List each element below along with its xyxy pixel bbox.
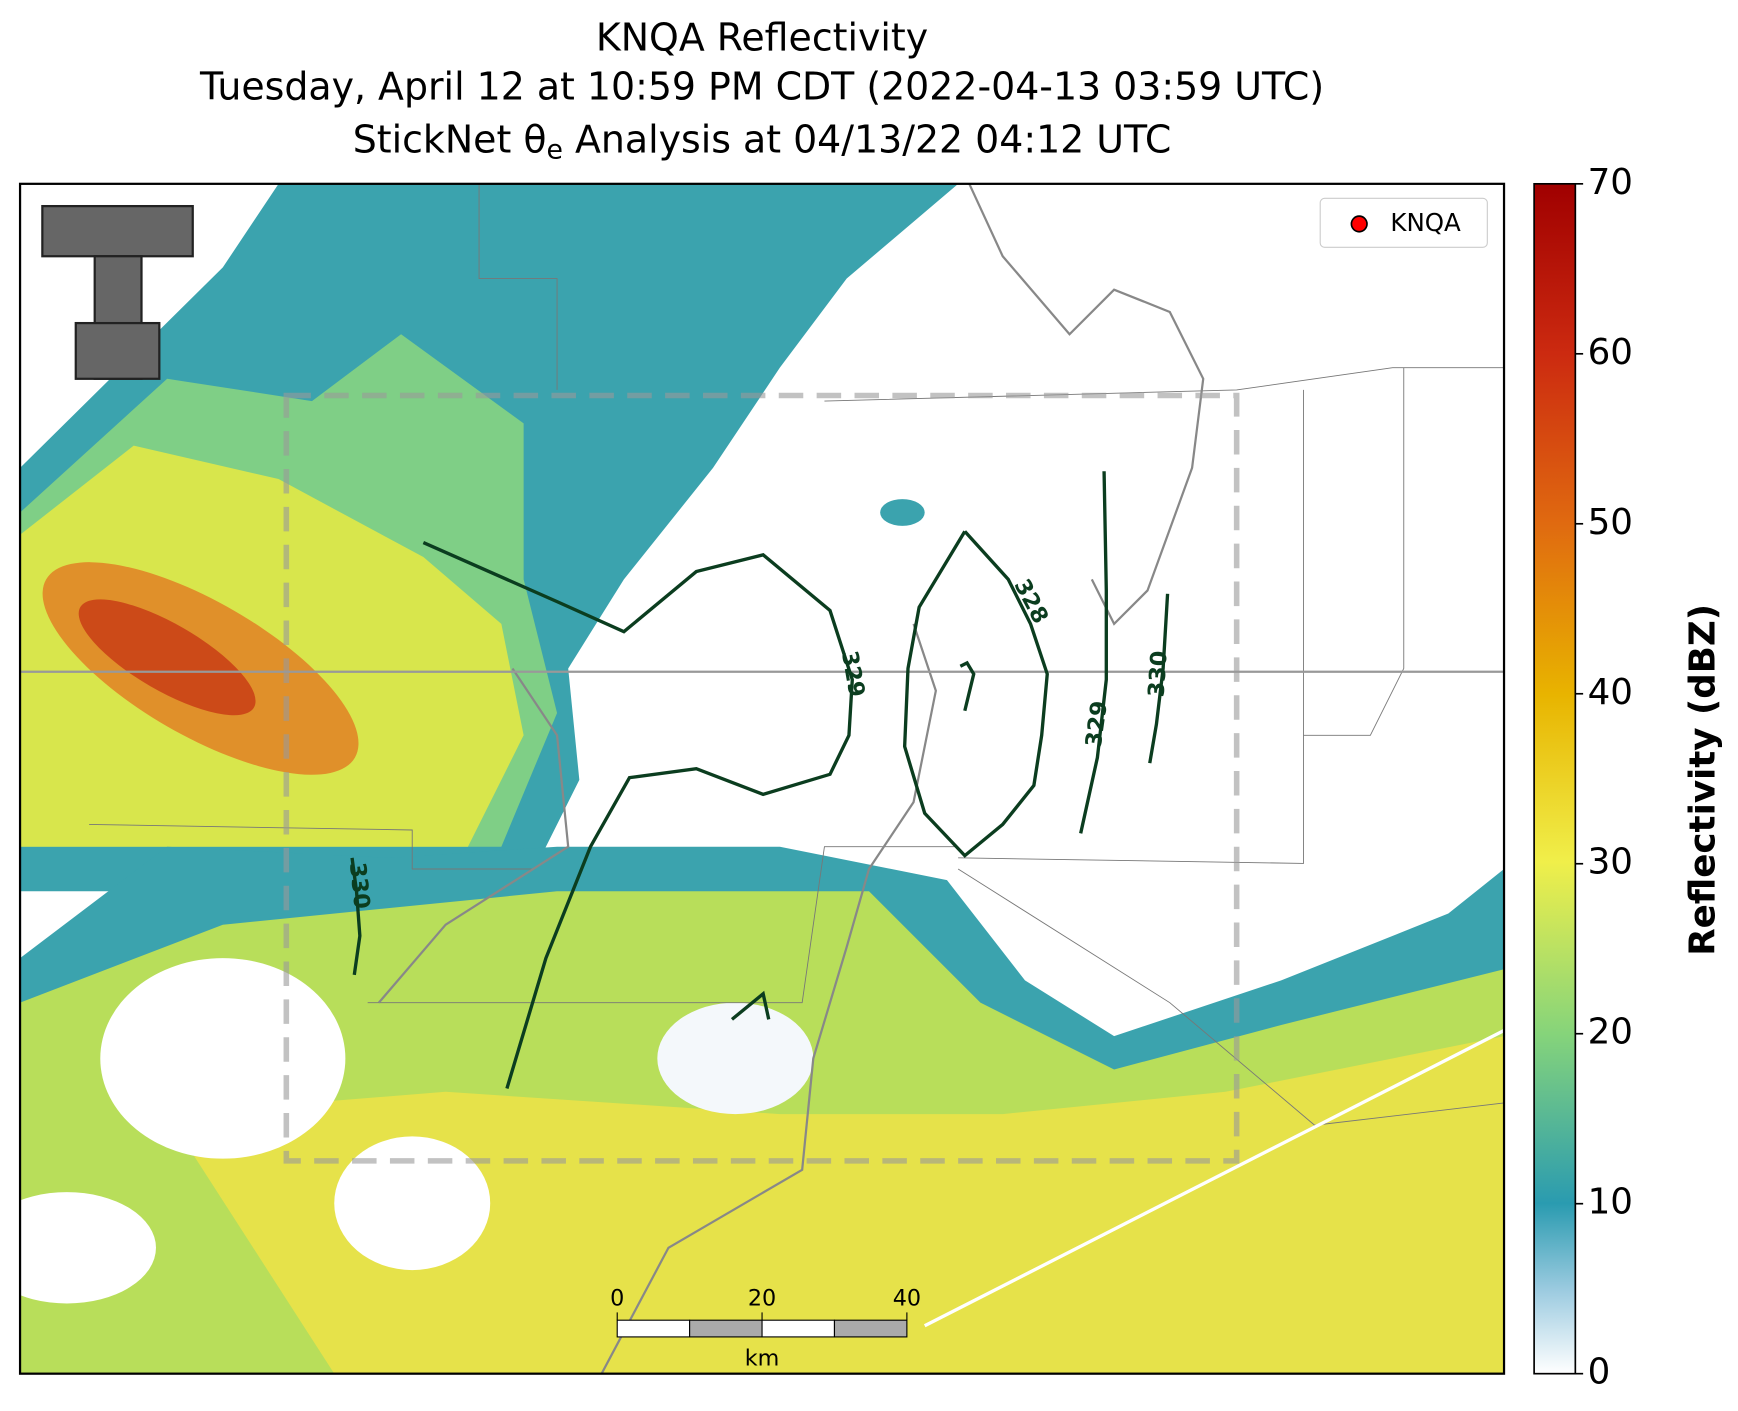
t3a: StickNet θ [353,117,547,161]
title: KNQA Reflectivity [596,16,928,60]
contour-label: 330 [344,861,375,910]
scale-tick-label: 0 [610,1286,624,1312]
scale-segment [616,1319,691,1338]
colorbar-tick-label: 70 [1588,162,1633,203]
colorbar-label: Reflectivity (dBZ) [1683,604,1724,956]
scale-unit: km [745,1346,780,1372]
contour-label: 329 [1081,699,1113,749]
colorbar-tick-label: 50 [1588,502,1633,543]
scale-segment [689,1319,763,1338]
t3b: e [547,134,563,165]
legend-marker [1350,215,1368,233]
scale-tick-label: 20 [748,1286,776,1312]
colorbar-tick-label: 0 [1588,1352,1611,1393]
colorbar-tick-label: 30 [1588,842,1633,883]
analysis-title: StickNet θe Analysis at 04/13/22 04:12 U… [353,117,1172,165]
colorbar [1533,182,1577,1375]
map-frame [18,182,1506,1375]
logo [41,204,194,380]
scale-segment [761,1319,836,1338]
scale-segment [833,1319,908,1338]
colorbar-tick-label: 10 [1588,1182,1633,1223]
subtitle: Tuesday, April 12 at 10:59 PM CDT (2022-… [199,65,1324,109]
contour-label: 330 [1144,650,1173,698]
legend-box [1319,197,1488,248]
legend-label: KNQA [1390,208,1461,237]
map [20,183,1505,1374]
t3c: Analysis at 04/13/22 04:12 UTC [563,117,1171,161]
colorbar-tick-label: 40 [1588,672,1633,713]
scale-tick-label: 40 [893,1286,921,1312]
colorbar-tick-label: 60 [1588,332,1633,373]
colorbar-tick-label: 20 [1588,1012,1633,1053]
